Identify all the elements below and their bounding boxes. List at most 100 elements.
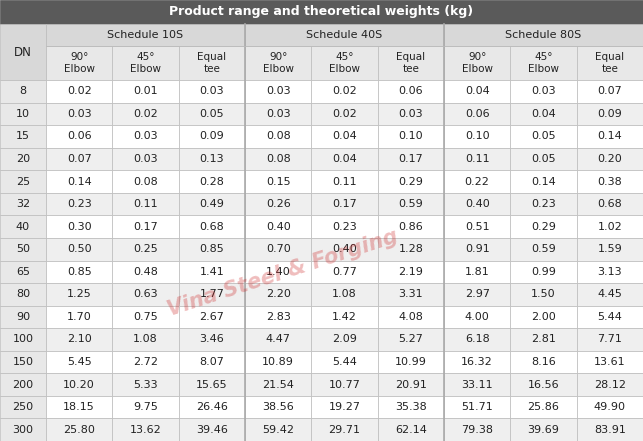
Bar	[577, 215, 643, 238]
Text: 32: 32	[16, 199, 30, 209]
Bar	[311, 306, 377, 328]
Text: 0.40: 0.40	[465, 199, 489, 209]
Bar	[179, 80, 245, 103]
Bar	[113, 148, 179, 170]
Text: 1.25: 1.25	[67, 289, 91, 299]
Bar	[0, 215, 46, 238]
Bar	[444, 396, 511, 419]
Text: 0.77: 0.77	[332, 267, 357, 277]
Text: 5.27: 5.27	[399, 334, 423, 344]
Text: 0.14: 0.14	[531, 176, 556, 187]
Text: 50: 50	[16, 244, 30, 254]
Bar	[113, 215, 179, 238]
Bar	[444, 125, 511, 148]
Text: 0.13: 0.13	[199, 154, 224, 164]
Bar	[577, 238, 643, 261]
Text: 4.47: 4.47	[266, 334, 291, 344]
Bar	[377, 374, 444, 396]
Text: 39.69: 39.69	[527, 425, 559, 435]
Text: 2.10: 2.10	[67, 334, 91, 344]
Bar	[0, 419, 46, 441]
Text: 0.59: 0.59	[399, 199, 423, 209]
Bar	[46, 24, 245, 46]
Bar	[113, 419, 179, 441]
Text: 1.42: 1.42	[332, 312, 357, 322]
Text: 0.04: 0.04	[332, 131, 357, 142]
Text: 0.07: 0.07	[67, 154, 91, 164]
Text: 0.23: 0.23	[67, 199, 91, 209]
Bar	[245, 374, 311, 396]
Bar	[179, 46, 245, 80]
Bar	[46, 170, 113, 193]
Text: 0.48: 0.48	[133, 267, 158, 277]
Bar	[377, 80, 444, 103]
Bar	[46, 396, 113, 419]
Bar	[511, 374, 577, 396]
Text: 0.70: 0.70	[266, 244, 291, 254]
Bar	[113, 238, 179, 261]
Text: 1.41: 1.41	[199, 267, 224, 277]
Text: 18.15: 18.15	[63, 402, 95, 412]
Text: 0.08: 0.08	[266, 154, 291, 164]
Bar	[511, 103, 577, 125]
Text: 45°
Elbow: 45° Elbow	[528, 52, 559, 74]
Bar	[0, 170, 46, 193]
Text: 0.03: 0.03	[133, 131, 158, 142]
Text: 0.50: 0.50	[67, 244, 91, 254]
Bar	[377, 238, 444, 261]
Text: 40: 40	[16, 222, 30, 232]
Text: 0.03: 0.03	[199, 86, 224, 96]
Bar	[577, 80, 643, 103]
Bar	[511, 306, 577, 328]
Bar	[0, 328, 46, 351]
Bar	[245, 351, 311, 374]
Bar	[245, 238, 311, 261]
Bar	[444, 351, 511, 374]
Bar	[511, 46, 577, 80]
Text: 26.46: 26.46	[196, 402, 228, 412]
Bar	[0, 24, 46, 80]
Text: 5.44: 5.44	[332, 357, 357, 367]
Text: Equal
tee: Equal tee	[197, 52, 226, 74]
Text: 0.22: 0.22	[465, 176, 489, 187]
Text: 0.26: 0.26	[266, 199, 291, 209]
Text: 0.49: 0.49	[199, 199, 224, 209]
Text: 2.20: 2.20	[266, 289, 291, 299]
Bar	[113, 46, 179, 80]
Bar	[577, 419, 643, 441]
Text: 0.91: 0.91	[465, 244, 489, 254]
Bar	[245, 46, 311, 80]
Bar	[511, 215, 577, 238]
Text: 21.54: 21.54	[262, 380, 294, 389]
Bar	[113, 103, 179, 125]
Text: 45°
Elbow: 45° Elbow	[130, 52, 161, 74]
Bar	[311, 148, 377, 170]
Bar	[179, 283, 245, 306]
Text: 0.04: 0.04	[332, 154, 357, 164]
Bar	[0, 374, 46, 396]
Bar	[245, 419, 311, 441]
Text: 1.08: 1.08	[332, 289, 357, 299]
Text: 8: 8	[19, 86, 26, 96]
Bar	[245, 306, 311, 328]
Bar	[113, 283, 179, 306]
Bar	[577, 193, 643, 215]
Bar	[311, 283, 377, 306]
Bar	[113, 306, 179, 328]
Text: 10.89: 10.89	[262, 357, 294, 367]
Text: 20.91: 20.91	[395, 380, 427, 389]
Bar	[444, 46, 511, 80]
Bar	[0, 306, 46, 328]
Text: 5.44: 5.44	[597, 312, 622, 322]
Bar	[311, 351, 377, 374]
Bar	[179, 419, 245, 441]
Text: 10.77: 10.77	[329, 380, 361, 389]
Bar	[0, 261, 46, 283]
Bar	[0, 283, 46, 306]
Bar	[511, 238, 577, 261]
Text: 2.81: 2.81	[531, 334, 556, 344]
Bar	[0, 0, 643, 24]
Text: 0.40: 0.40	[332, 244, 357, 254]
Bar	[46, 125, 113, 148]
Bar	[245, 261, 311, 283]
